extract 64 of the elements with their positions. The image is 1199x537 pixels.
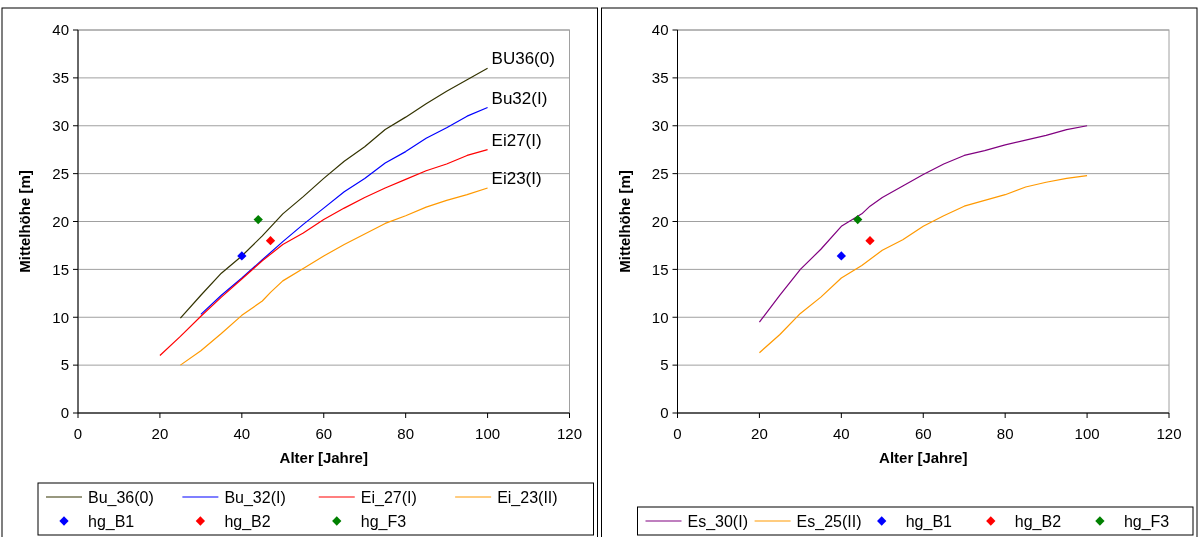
line-series [758, 125, 1088, 323]
y-tick-label: 20 [52, 212, 69, 230]
y-tick-label: 5 [60, 356, 69, 374]
x-tick-label: 0 [73, 425, 83, 442]
legend-label: Ei_27(I) [360, 488, 417, 507]
y-tick-label: 35 [651, 69, 669, 87]
legend-label: Bu_32(I) [224, 488, 286, 507]
y-tick-label: 15 [651, 260, 669, 278]
point [853, 214, 863, 225]
x-tick-label: 100 [475, 425, 501, 442]
y-tick-label: 35 [52, 69, 69, 87]
x-tick-label: 40 [233, 425, 251, 442]
y-tick-label: 30 [651, 117, 669, 134]
legend-label: Bu_36(0) [88, 488, 154, 507]
x-axis-title: Alter [Jahre] [879, 449, 968, 466]
line-series [179, 187, 489, 366]
x-tick-label: 60 [315, 425, 333, 442]
y-tick-label: 10 [52, 308, 69, 326]
annotation: Bu32(I) [491, 88, 548, 108]
annotation: Ei27(I) [491, 130, 542, 150]
x-tick-label: 60 [914, 425, 932, 442]
x-tick-label: 120 [556, 425, 583, 442]
legend-label: hg_B1 [88, 512, 135, 531]
legend-label: hg_B2 [224, 512, 271, 531]
x-axis-title: Alter [Jahre] [279, 449, 368, 466]
y-tick-label: 15 [52, 260, 69, 278]
x-tick-label: 120 [1156, 425, 1182, 442]
legend-label: hg_B2 [1014, 512, 1062, 531]
y-tick-label: 5 [660, 356, 669, 374]
point [237, 251, 247, 261]
point [865, 236, 875, 246]
y-axis-title: Mittelhöhe [m] [16, 170, 33, 273]
point [253, 214, 263, 225]
line-series [159, 149, 489, 357]
y-tick-label: 25 [52, 164, 69, 182]
point [836, 251, 846, 261]
point [265, 236, 276, 246]
y-tick-label: 30 [52, 117, 69, 134]
annotation: Ei23(I) [491, 168, 542, 188]
y-tick-label: 20 [651, 212, 669, 230]
line-series [179, 67, 489, 319]
line-series [758, 174, 1088, 354]
x-tick-label: 20 [151, 425, 169, 442]
y-tick-label: 10 [651, 308, 669, 326]
legend-label: hg_F3 [1123, 512, 1170, 531]
legend-label: Es_30(I) [687, 512, 748, 531]
x-tick-label: 20 [751, 425, 768, 442]
x-tick-label: 80 [996, 425, 1014, 442]
line-series [200, 106, 489, 315]
legend-label: hg_B1 [905, 512, 953, 531]
y-tick-label: 0 [60, 404, 69, 422]
x-tick-label: 80 [397, 425, 415, 442]
annotation: BU36(0) [491, 49, 555, 69]
x-tick-label: 40 [832, 425, 850, 442]
y-tick-label: 40 [651, 21, 669, 39]
y-axis-title: Mittelhöhe [m] [615, 170, 633, 273]
x-tick-label: 100 [1074, 425, 1100, 442]
y-tick-label: 40 [52, 21, 69, 39]
legend-label: Es_25(II) [796, 512, 862, 531]
legend-label: hg_F3 [360, 512, 407, 531]
y-tick-label: 0 [660, 404, 669, 422]
y-tick-label: 25 [651, 164, 669, 182]
legend-label: Ei_23(II) [497, 488, 558, 507]
x-tick-label: 0 [673, 425, 682, 442]
